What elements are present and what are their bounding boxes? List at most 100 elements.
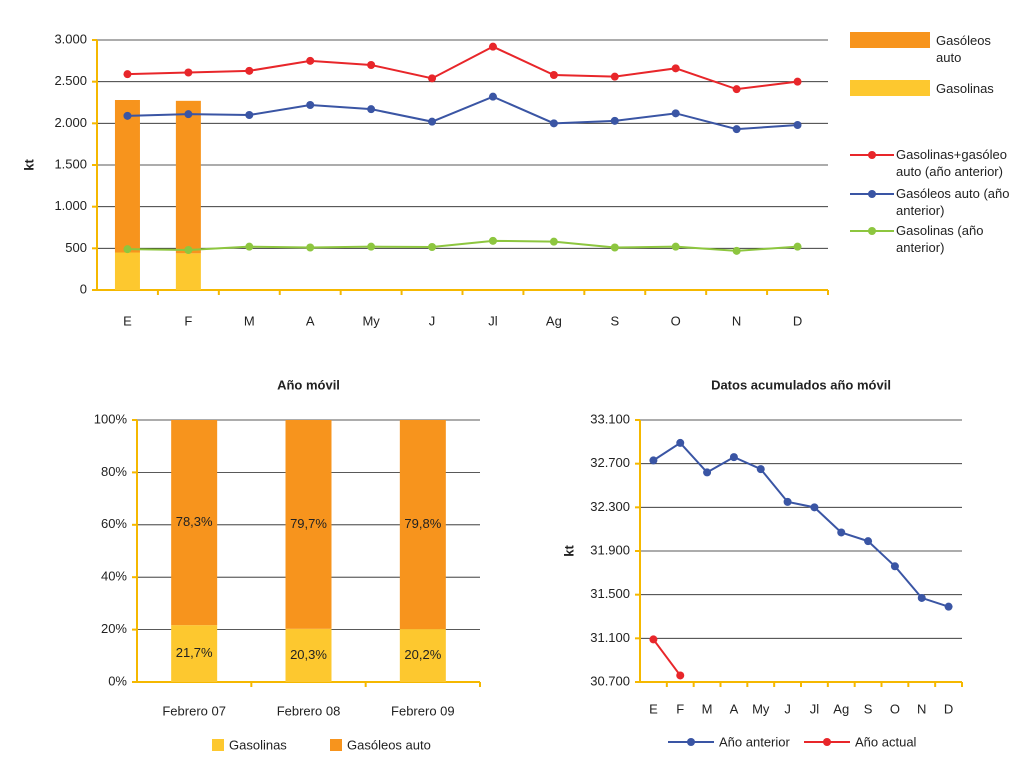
point (428, 243, 437, 251)
legend-item: Gasolinas (año anterior) (850, 222, 1010, 256)
point (703, 468, 712, 477)
x-tick-label: Ag (833, 701, 849, 716)
point (732, 85, 741, 94)
point (306, 101, 315, 109)
legend-swatch (850, 227, 894, 235)
legend-swatch (850, 32, 930, 48)
y-axis-label: kt (21, 159, 36, 171)
point (549, 71, 558, 79)
value-label: 20,3% (290, 647, 327, 662)
legend-label: Gasolinas (229, 737, 287, 752)
legend-swatch (850, 190, 894, 198)
legend-swatch (212, 739, 224, 751)
chart-title: Año móvil (277, 377, 340, 392)
legend-dot (687, 738, 695, 746)
legend-dot (868, 151, 876, 159)
legend-row: Gasóleos auto (año anterior) (850, 185, 1010, 219)
x-tick-label: Jl (488, 313, 498, 328)
x-tick-label: Jl (810, 701, 820, 716)
y-tick-label: 31.500 (590, 586, 630, 601)
x-tick-label: S (864, 701, 873, 716)
legend-row: Gasóleos auto (850, 32, 1010, 66)
point (367, 242, 376, 251)
point (610, 72, 619, 81)
point (488, 92, 497, 101)
legend-label: Gasolinas (año anterior) (896, 223, 984, 255)
point (676, 438, 685, 447)
y-tick-label: 60% (101, 516, 127, 531)
y-tick-label: 33.100 (590, 411, 630, 426)
point (428, 74, 437, 83)
y-axis-label: kt (561, 545, 576, 557)
y-tick-label: 500 (65, 240, 87, 255)
bar (399, 420, 446, 630)
value-label: 78,3% (176, 514, 213, 529)
legend-row: Gasolinas+gasóleo auto (año anterior) (850, 146, 1010, 180)
x-tick-label: S (610, 313, 619, 328)
bar (114, 100, 140, 253)
point (671, 64, 680, 73)
point (610, 243, 619, 252)
legend-item: Gasóleos auto (850, 32, 1010, 66)
point (671, 242, 680, 251)
point (184, 246, 193, 254)
point (810, 503, 819, 512)
point (123, 245, 132, 254)
line (127, 239, 798, 252)
y-tick-label: 30.700 (590, 673, 630, 688)
legend-label: Gasolinas (936, 81, 994, 96)
point (306, 56, 315, 65)
point (671, 109, 680, 118)
point (729, 453, 738, 462)
x-tick-label: N (732, 313, 741, 328)
line (652, 441, 949, 608)
x-tick-label: E (649, 701, 658, 716)
x-tick-label: Febrero 09 (391, 703, 455, 718)
y-tick-label: 32.700 (590, 455, 630, 470)
line (127, 95, 798, 131)
point (184, 68, 193, 77)
point (245, 242, 254, 251)
x-tick-label: A (306, 313, 315, 328)
x-tick-label: D (793, 313, 802, 328)
legend-label: Gasolinas+gasóleo auto (año anterior) (896, 147, 1007, 179)
x-tick-label: My (362, 313, 380, 328)
point (890, 562, 899, 571)
point (123, 70, 132, 79)
point (944, 602, 953, 611)
legend-dot (868, 227, 876, 235)
x-tick-label: My (752, 701, 770, 716)
y-tick-label: 100% (94, 411, 128, 426)
legend-item: Gasolinas (850, 80, 1010, 97)
point (549, 119, 558, 128)
x-tick-label: M (244, 313, 255, 328)
y-tick-label: 32.300 (590, 499, 630, 514)
point (549, 237, 558, 246)
point (676, 671, 685, 680)
legend-row: Gasolinas (año anterior) (850, 222, 1010, 256)
line (127, 45, 798, 91)
legend-label: Año anterior (719, 734, 790, 749)
bar (175, 253, 201, 290)
legend-label: Gasóleos auto (936, 33, 991, 65)
y-tick-label: 31.900 (590, 542, 630, 557)
y-tick-label: 3.000 (54, 31, 87, 46)
point (184, 110, 193, 119)
legend-swatch (850, 151, 894, 159)
bar (175, 100, 201, 254)
point (793, 242, 802, 251)
x-tick-label: Ag (546, 313, 562, 328)
bar (285, 420, 332, 629)
point (610, 116, 619, 125)
point (793, 121, 802, 129)
point (488, 42, 497, 51)
legend-item: Gasóleos auto (año anterior) (850, 185, 1010, 219)
bar (114, 252, 140, 290)
x-tick-label: J (784, 701, 791, 716)
x-tick-label: O (890, 701, 900, 716)
point (245, 66, 254, 75)
y-tick-label: 40% (101, 569, 127, 584)
y-tick-label: 2.000 (54, 115, 87, 130)
